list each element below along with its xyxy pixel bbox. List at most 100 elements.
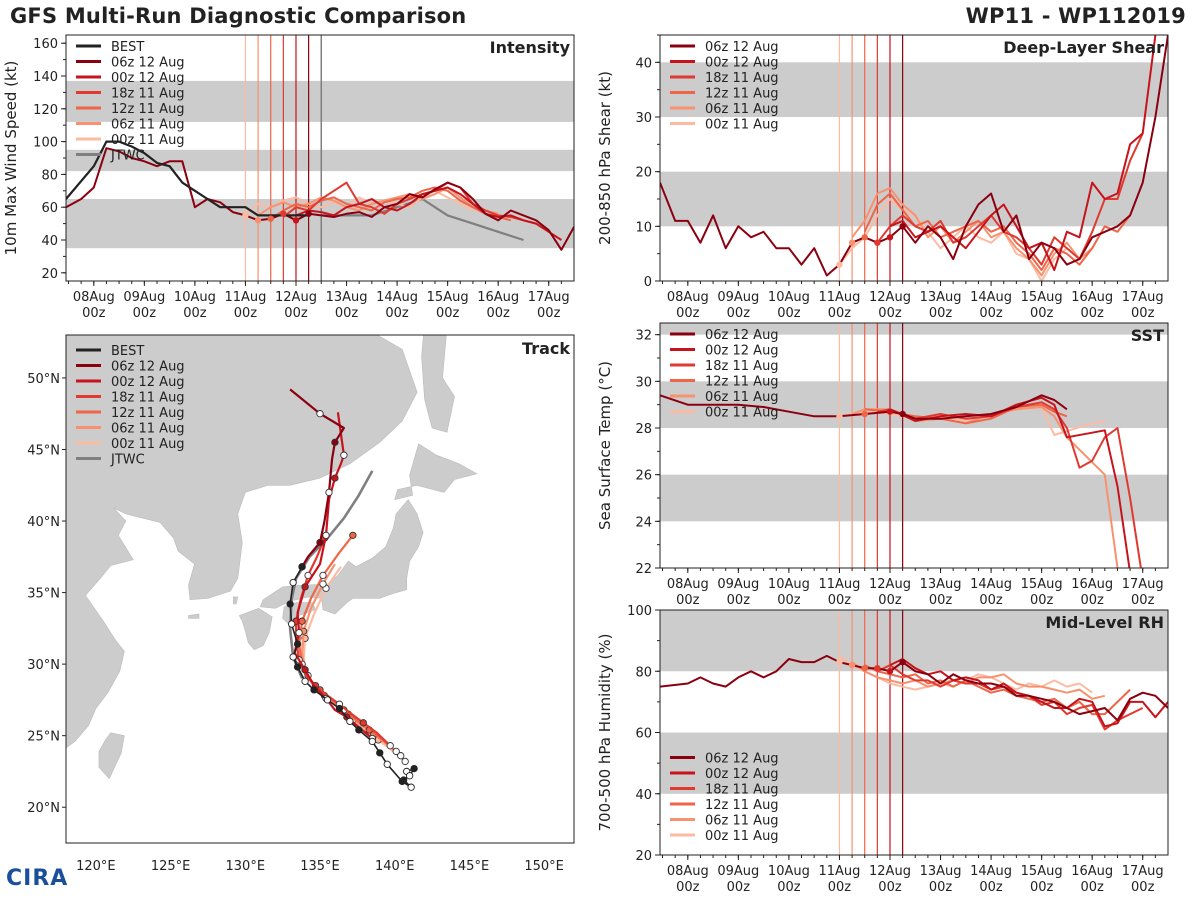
x-tick-label-date: 14Aug [376,290,418,305]
track-position-marker [298,617,306,625]
lat-tick-label: 40°N [27,515,60,530]
run-init-marker [242,212,249,219]
track-position-marker [316,410,324,418]
track-position-marker [368,737,376,746]
series-line-06z-12-aug [660,654,1168,722]
track-line-best [289,566,415,789]
x-tick-label-date: 12Aug [869,290,911,305]
y-tick-label: 60 [635,727,652,742]
plot-frame [659,322,1169,569]
legend-label: 00z 11 Aug [111,437,185,452]
lon-tick-label: 130°E [226,859,266,874]
x-tick-label-hour: 00z [1080,880,1104,895]
land-honshu [259,499,424,615]
x-tick-label-hour: 00z [537,306,561,321]
x-tick-label-hour: 00z [82,306,106,321]
track-position-marker [405,772,414,780]
x-tick-label-date: 16Aug [1071,864,1113,879]
x-tick-label-hour: 00z [1131,306,1155,321]
y-tick-label: 80 [41,168,58,183]
lat-tick-label: 25°N [27,730,60,745]
lat-tick-label: 20°N [27,801,60,816]
plot-area [660,610,1168,855]
track-position-marker [331,474,339,482]
x-tick-label-hour: 00z [727,880,751,895]
x-tick-label-date: 16Aug [477,290,519,305]
track-position-marker [359,719,367,727]
track-position-marker [295,628,303,637]
land-kyushu [238,607,273,651]
legend-label: 12z 11 Aug [111,102,185,117]
y-tick-label: 20 [635,849,652,864]
x-tick-label-hour: 00z [727,593,751,608]
legend-label: JTWC [110,453,145,468]
x-tick-label-hour: 00z [929,306,953,321]
x-tick-label-hour: 00z [284,306,308,321]
run-init-marker [886,234,894,241]
x-tick-label-hour: 00z [676,880,700,895]
x-tick-label-hour: 00z [335,306,359,321]
y-tick-label: 32 [635,329,652,344]
x-tick-label-hour: 00z [929,593,953,608]
x-tick-label-hour: 00z [183,306,207,321]
x-tick-label-date: 13Aug [920,290,962,305]
lon-tick-label: 125°E [151,859,191,874]
track-position-marker [355,726,363,734]
x-tick-label-date: 10Aug [768,864,810,879]
x-tick-label-hour: 00z [234,306,258,321]
track-position-marker [289,578,297,587]
run-init-marker [848,661,856,669]
x-tick-label-hour: 00z [777,880,801,895]
lat-tick-label: 35°N [27,587,60,602]
land-hokkaido [394,443,478,501]
legend-label: 12z 11 Aug [705,87,779,102]
y-tick-label: 26 [635,469,652,484]
x-tick-label-hour: 00z [436,306,460,321]
x-tick-label-hour: 00z [676,593,700,608]
x-tick-label-date: 09Aug [717,290,759,305]
track-position-marker [407,783,415,791]
legend-label: 06z 12 Aug [111,56,185,71]
track-position-marker [349,531,357,539]
x-tick-label-date: 08Aug [667,577,709,592]
legend-label: 00z 12 Aug [111,71,185,86]
shading-band [660,610,1168,672]
x-tick-label-date: 09Aug [717,577,759,592]
run-init-marker [254,217,262,224]
x-tick-label-date: 15Aug [1021,577,1063,592]
x-tick-label-date: 17Aug [1122,290,1164,305]
run-init-marker [848,239,856,246]
shading-band [660,732,1168,794]
cira-logo: CIRA [6,866,69,891]
x-tick-label-hour: 00z [133,306,157,321]
x-tick-label-date: 10Aug [768,290,810,305]
series-line-12z-11-aug [270,186,512,222]
series-line-06z-12-aug [660,35,1168,277]
map-area [66,335,574,843]
y-axis-label: 10m Max Wind Speed (kt) [2,61,20,256]
y-tick-label: 120 [33,103,58,118]
sst-panel: 22242628303208Aug00z09Aug00z10Aug00z11Au… [596,322,1169,608]
x-tick-label-hour: 00z [828,880,852,895]
x-tick-label-date: 12Aug [869,864,911,879]
x-tick-label-date: 14Aug [970,577,1012,592]
y-tick-label: 28 [635,422,652,437]
x-tick-label-hour: 00z [1131,593,1155,608]
x-tick-label-date: 11Aug [224,290,266,305]
x-tick-label-hour: 00z [828,306,852,321]
x-tick-label-date: 09Aug [717,864,759,879]
x-tick-label-hour: 00z [1030,880,1054,895]
track-position-marker [289,653,297,661]
map-frame [65,334,575,844]
x-tick-label-date: 11Aug [818,290,860,305]
legend-label: 06z 11 Aug [705,814,779,829]
legend-label: 00z 11 Aug [705,406,779,421]
plot-area [660,35,1168,281]
x-tick-label-date: 08Aug [73,290,115,305]
track-position-marker [316,538,324,547]
series-line-12z-11-aug [864,664,1131,716]
legend-label: 00z 11 Aug [705,118,779,133]
legend-label: 06z 11 Aug [111,422,185,437]
legend-label: 12z 11 Aug [705,375,779,390]
